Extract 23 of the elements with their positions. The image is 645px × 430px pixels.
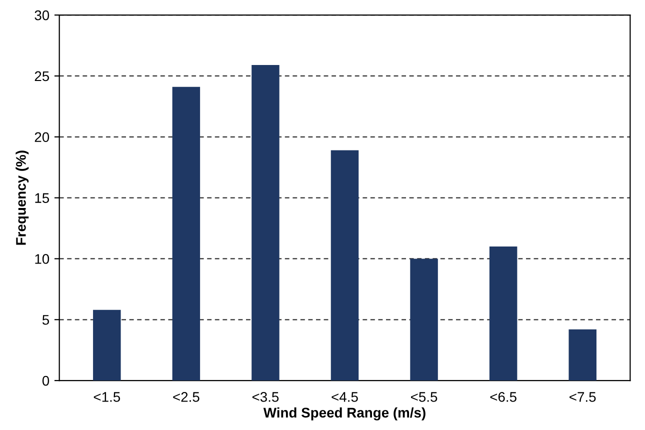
y-tick-label: 5 [42,315,50,325]
y-tick-label: 0 [42,376,50,386]
bar [489,246,518,381]
y-tick-label: 10 [35,254,50,264]
x-tick-label: <1.5 [94,392,120,402]
x-tick-label: <4.5 [332,392,358,402]
y-axis-title: Frequency (%) [16,150,29,245]
x-axis-title: Wind Speed Range (m/s) [263,407,426,420]
y-tick-label: 20 [34,132,50,142]
x-tick-label: <2.5 [173,392,200,402]
bar [410,258,438,381]
x-tick-label: <5.5 [411,392,438,402]
y-tick-label: 30 [34,10,50,20]
x-tick-label: <3.5 [252,392,279,402]
x-tick-label: <6.5 [490,392,516,402]
bar [93,310,121,381]
y-tick-label: 15 [35,193,50,203]
y-tick-label: 25 [34,71,50,82]
bar [172,86,200,381]
bar [330,150,359,381]
bar [568,329,596,381]
x-tick-label: <7.5 [570,392,596,402]
bar [252,65,280,381]
